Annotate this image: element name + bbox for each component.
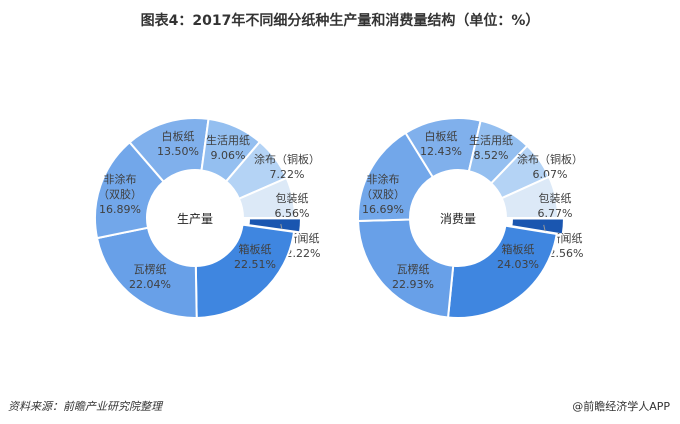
slice-label: 涂布（铜板） 7.22%: [254, 152, 320, 181]
slice-label: 非涂布（双胶） 16.89%: [98, 172, 142, 216]
donut-slice: [357, 218, 455, 319]
slice-label: 包装纸 6.77%: [538, 192, 573, 220]
center-label: 消费量: [440, 212, 476, 226]
donut-slice: [237, 176, 297, 219]
slice-label: 箱板纸 24.03%: [497, 242, 539, 271]
donut-slice: [95, 226, 198, 319]
slice-label: 箱板纸 22.51%: [234, 242, 276, 271]
slice-label: 白板纸 12.43%: [420, 129, 462, 158]
slice-label: 涂布（铜板） 6.07%: [517, 152, 583, 181]
slice-label: 生活用纸 9.06%: [206, 133, 250, 162]
slice-label: 瓦楞纸 22.93%: [392, 262, 434, 291]
center-label: 生产量: [177, 212, 213, 226]
slice-label: 生活用纸 8.52%: [469, 133, 513, 162]
donut-slice: [446, 224, 558, 319]
slice-label: 白板纸 13.50%: [157, 129, 199, 158]
slice-label: 非涂布（双胶） 16.69%: [361, 172, 405, 216]
slice-label: 新闻纸 2.56%: [549, 231, 584, 260]
slice-label: 包装纸 6.56%: [275, 192, 310, 220]
source-note: 资料来源：前瞻产业研究院整理: [8, 400, 162, 413]
donut-slice: [194, 223, 296, 320]
brand-label: @前瞻经济学人APP: [572, 400, 670, 413]
slice-label: 新闻纸 2.22%: [286, 231, 321, 260]
slice-label: 瓦楞纸 22.04%: [129, 262, 171, 291]
donut-slice: [500, 175, 560, 219]
chart-title: 图表4：2017年不同细分纸种生产量和消费量结构（单位：%）: [140, 13, 540, 29]
